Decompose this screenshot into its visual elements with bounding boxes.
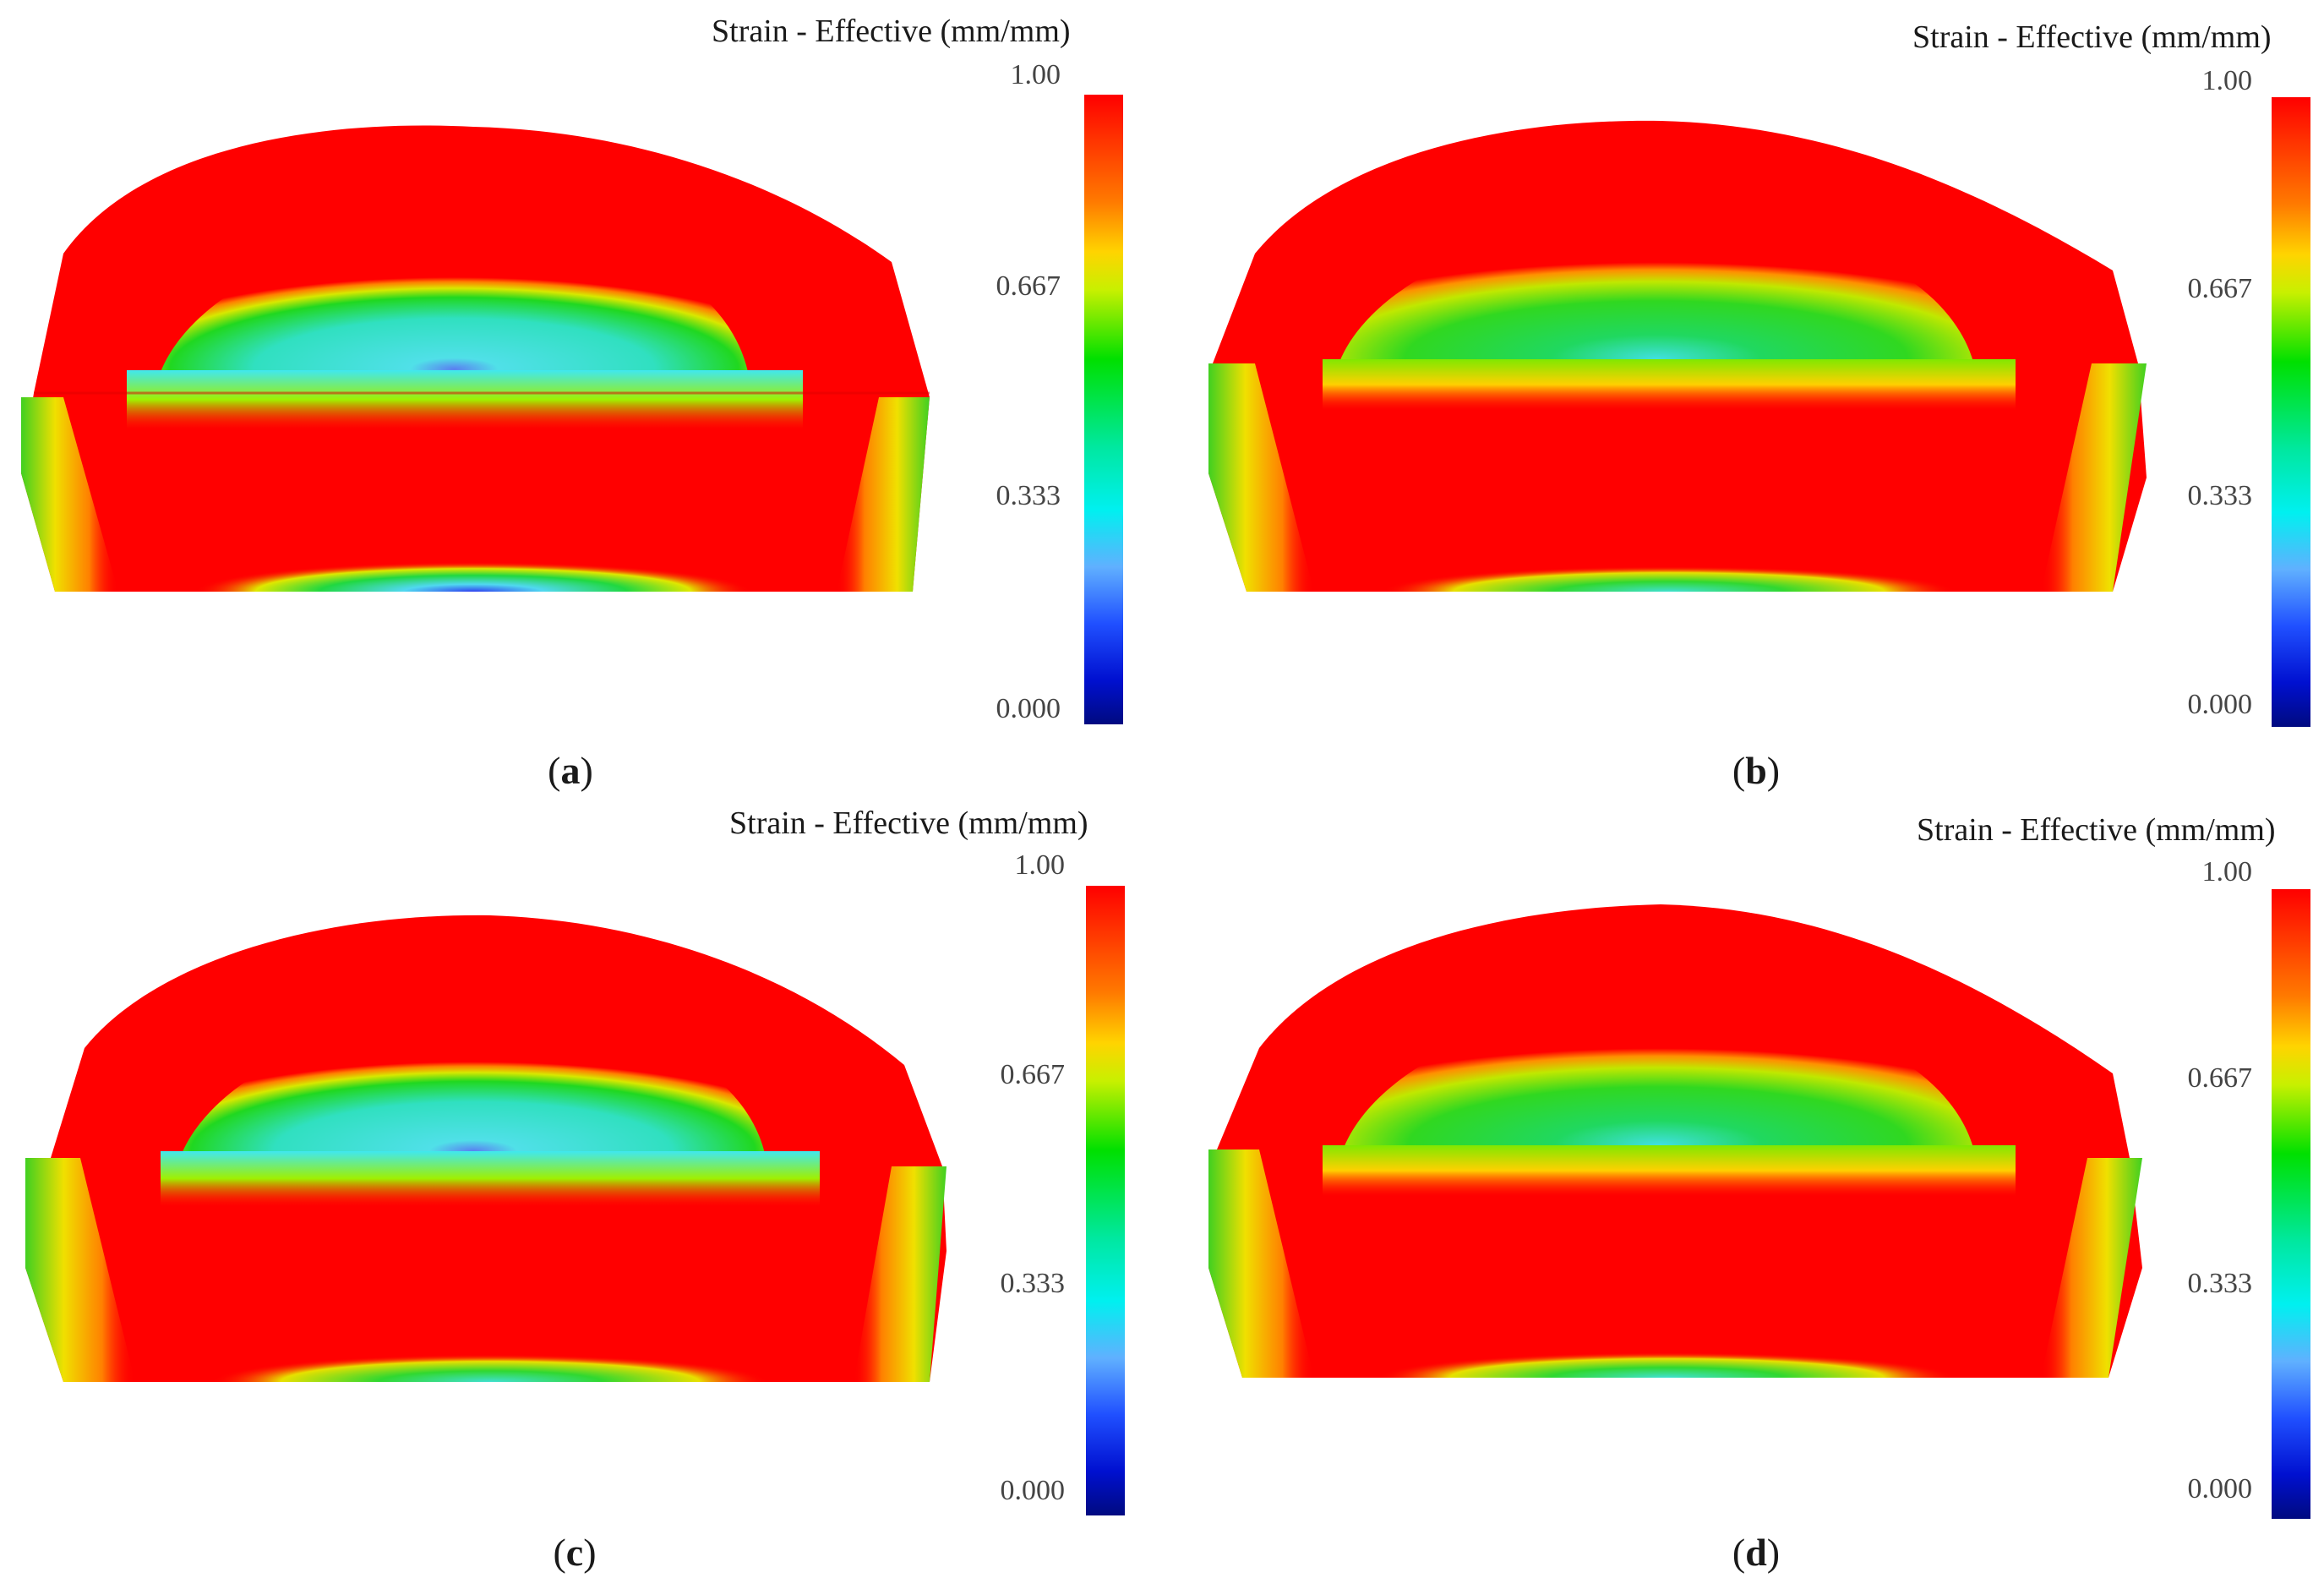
tick-label-0333: 0.333: [2187, 480, 2253, 511]
strain-contour-plot-c: [25, 915, 947, 1382]
legend-title: Strain - Effective (mm/mm): [1912, 19, 2272, 55]
tick-label-max: 1.00: [1014, 849, 1066, 881]
colorbar: [1086, 886, 1125, 1515]
panel-b: Strain - Effective (mm/mm) 1.00 0.667 0.…: [1162, 0, 2324, 794]
caption-b: (b): [1732, 749, 1781, 792]
caption-c: (c): [553, 1531, 597, 1574]
legend-title: Strain - Effective (mm/mm): [1917, 812, 2276, 848]
panel-a: Strain - Effective (mm/mm) 1.00 0.667 0.…: [0, 0, 1162, 794]
tick-label-0667: 0.667: [2187, 1062, 2253, 1094]
strain-contour-plot-b: [1208, 120, 2147, 592]
strain-contour-plot-a: [21, 125, 930, 592]
colorbar: [2272, 97, 2310, 727]
tick-label-max: 1.00: [1010, 59, 1061, 90]
tick-label-min: 0.000: [2187, 1473, 2253, 1504]
caption-d: (d): [1732, 1531, 1781, 1574]
legend-title: Strain - Effective (mm/mm): [729, 805, 1088, 841]
tick-label-min: 0.000: [2187, 689, 2253, 720]
panel-d: Strain - Effective (mm/mm) 1.00 0.667 0.…: [1162, 794, 2324, 1589]
tick-label-0333: 0.333: [996, 480, 1061, 511]
tick-label-min: 0.000: [996, 693, 1061, 724]
caption-a: (a): [548, 749, 593, 792]
tick-label-0667: 0.667: [1000, 1059, 1066, 1090]
colorbar: [1084, 95, 1123, 724]
legend-title: Strain - Effective (mm/mm): [712, 14, 1071, 49]
tick-label-max: 1.00: [2201, 65, 2253, 96]
tick-label-0667: 0.667: [2187, 273, 2253, 304]
tick-label-0333: 0.333: [2187, 1268, 2253, 1299]
tick-label-0333: 0.333: [1000, 1268, 1066, 1299]
colorbar: [2272, 889, 2310, 1519]
tick-label-max: 1.00: [2201, 856, 2253, 887]
panel-c: Strain - Effective (mm/mm) 1.00 0.667 0.…: [0, 794, 1162, 1589]
tick-label-min: 0.000: [1000, 1475, 1066, 1506]
tick-label-0667: 0.667: [996, 270, 1061, 302]
strain-contour-plot-d: [1208, 904, 2142, 1378]
